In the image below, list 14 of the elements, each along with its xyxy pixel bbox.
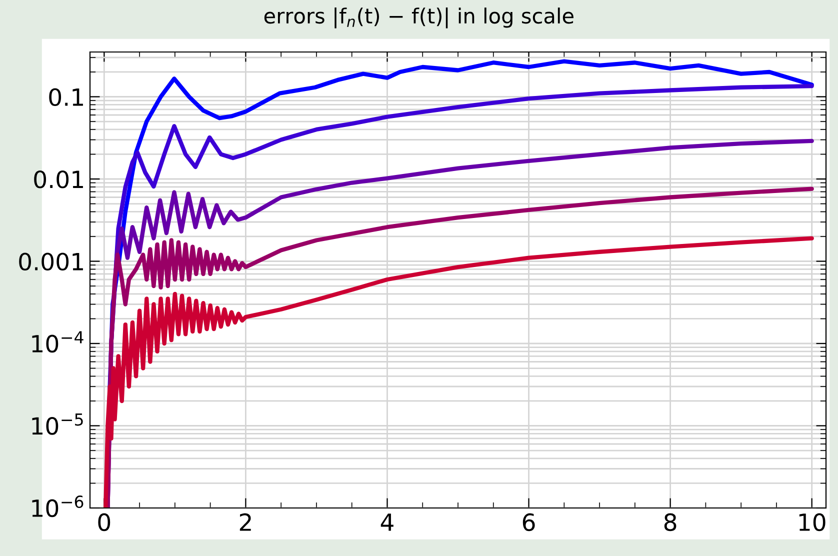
y-tick-label: 0.1 <box>49 88 83 106</box>
y-tick-label: 10$^{−6}$ <box>32 495 84 518</box>
y-tick-label: 0.01 <box>34 170 83 188</box>
x-tick-label: 10 <box>799 513 826 532</box>
y-tick-label: 10$^{−4}$ <box>32 331 84 353</box>
line-series <box>103 236 814 508</box>
y-tick-label: 0.001 <box>19 252 83 271</box>
chart-title: errors |f$_{n}$(t) − f(t)| in log scale <box>264 7 574 28</box>
y-tick-label: 10$^{−5}$ <box>32 413 83 435</box>
x-tick-label: 8 <box>664 513 676 532</box>
x-tick-label: 2 <box>240 513 251 531</box>
x-tick-label: 0 <box>98 513 110 532</box>
x-tick-label: 6 <box>522 513 535 532</box>
x-tick-label: 4 <box>380 514 394 531</box>
